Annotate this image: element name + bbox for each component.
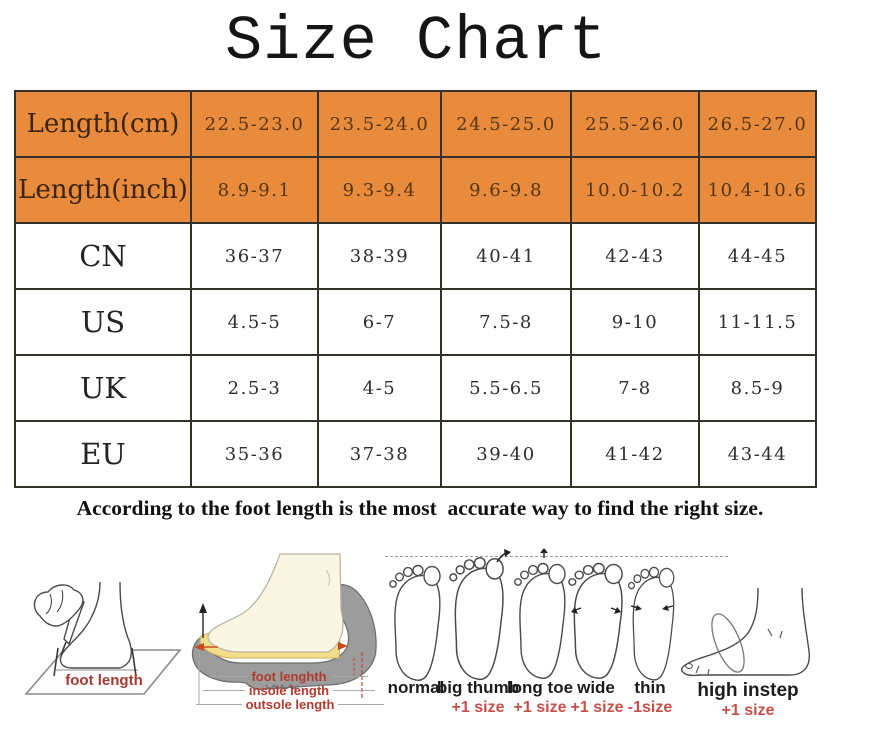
high-instep-illustration [672,585,857,685]
size-adjust-high-instep: +1 size [721,702,775,719]
table-cell: 7.5-8 [440,288,572,356]
table-cell: 22.5-23.0 [190,90,319,158]
dimension-line [330,675,368,677]
dimension-line [333,689,376,691]
table-cell: 11-11.5 [698,288,817,356]
table-cell: 9-10 [570,288,700,356]
table-row-uk: UK 2.5-3 4-5 5.5-6.5 7-8 8.5-9 [14,354,817,422]
row-label: US [14,288,192,356]
table-row-cn: CN 36-37 38-39 40-41 42-43 44-45 [14,222,817,290]
dimension-outsole-length: outsole length [196,696,384,712]
table-cell: 9.6-9.8 [440,156,572,224]
table-cell: 8.9-9.1 [190,156,319,224]
table-cell: 40-41 [440,222,572,290]
row-label: EU [14,420,192,488]
measure-foot-illustration: foot length [12,582,187,707]
foot-type-label-wide: wide [577,678,615,697]
dimension-line [203,689,245,691]
table-cell: 26.5-27.0 [698,90,817,158]
size-adjust-long-toe: +1 size [513,699,567,716]
table-cell: 38-39 [317,222,442,290]
table-cell: 39-40 [440,420,572,488]
table-cell: 44-45 [698,222,817,290]
table-cell: 10.4-10.6 [698,156,817,224]
table-cell: 2.5-3 [190,354,319,422]
row-label: CN [14,222,192,290]
table-cell: 4-5 [317,354,442,422]
table-cell: 42-43 [570,222,700,290]
table-cell: 41-42 [570,420,700,488]
dimension-label: insole length [248,682,330,698]
table-cell: 35-36 [190,420,319,488]
dimension-foot-length: foot lenghth [210,668,368,684]
table-cell: 10.0-10.2 [570,156,700,224]
accuracy-note: According to the foot length is the most… [76,496,764,520]
size-adjust-big-thumb: +1 size [451,699,505,716]
row-label: Length(inch) [14,156,192,224]
table-cell: 5.5-6.5 [440,354,572,422]
measure-foot-drawing [24,582,182,695]
row-label: UK [14,354,192,422]
table-cell: 25.5-26.0 [570,90,700,158]
foot-type-label-thin: thin [634,678,666,697]
row-label: Length(cm) [14,90,192,158]
table-row-length-inch: Length(inch) 8.9-9.1 9.3-9.4 9.6-9.8 10.… [14,156,817,224]
table-row-eu: EU 35-36 37-38 39-40 41-42 43-44 [14,420,817,488]
page-title: Size Chart [224,6,608,77]
table-cell: 4.5-5 [190,288,319,356]
table-cell: 43-44 [698,420,817,488]
table-row-us: US 4.5-5 6-7 7.5-8 9-10 11-11.5 [14,288,817,356]
table-cell: 36-37 [190,222,319,290]
foot-shapes-drawing [389,548,675,681]
dimension-line [196,703,242,705]
shoe-drawing [191,553,377,704]
table-cell: 7-8 [570,354,700,422]
foot-type-label-big-thumb: big thumb [436,678,520,697]
table-cell: 23.5-24.0 [317,90,442,158]
table-row-length-cm: Length(cm) 22.5-23.0 23.5-24.0 24.5-25.0… [14,90,817,158]
dimension-line [338,703,384,705]
dimension-label: outsole length [245,696,335,712]
table-cell: 37-38 [317,420,442,488]
dimension-line [210,675,248,677]
shoe-cross-section-illustration [188,552,386,732]
size-adjust-thin: -1size [627,699,673,716]
foot-type-label-long-toe: long toe [506,678,574,697]
table-cell: 8.5-9 [698,354,817,422]
foot-type-label-normal: normal [387,678,445,697]
foot-shapes-illustration [385,548,685,688]
table-cell: 9.3-9.4 [317,156,442,224]
table-cell: 6-7 [317,288,442,356]
foot-length-caption: foot length [65,672,143,689]
size-adjust-wide: +1 size [570,699,624,716]
dimension-label: foot lenghth [251,668,327,684]
size-table: Length(cm) 22.5-23.0 23.5-24.0 24.5-25.0… [14,90,817,488]
foot-type-label-high-instep: high instep [697,680,799,701]
high-instep-drawing [681,587,811,677]
table-cell: 24.5-25.0 [440,90,572,158]
dimension-insole-length: insole length [203,682,376,698]
feet-reference-line [385,556,728,557]
